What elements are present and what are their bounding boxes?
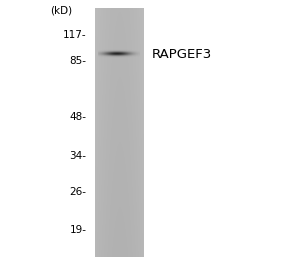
Text: 19-: 19- [69,225,86,235]
Text: 34-: 34- [69,151,86,161]
Text: 48-: 48- [69,112,86,122]
Text: RAPGEF3: RAPGEF3 [151,48,212,61]
Text: 117-: 117- [63,30,86,40]
Text: 26-: 26- [69,187,86,197]
Text: (kD): (kD) [50,5,72,15]
Text: 85-: 85- [69,56,86,66]
